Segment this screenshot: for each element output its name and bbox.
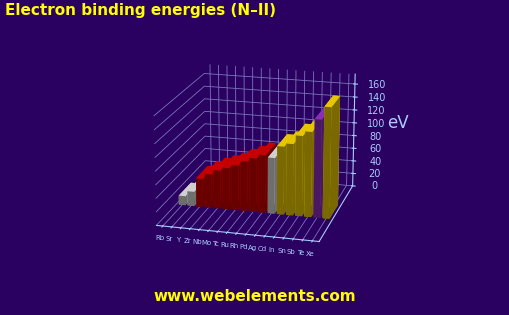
Text: www.webelements.com: www.webelements.com <box>153 289 356 304</box>
Text: Electron binding energies (N–II): Electron binding energies (N–II) <box>5 3 275 18</box>
